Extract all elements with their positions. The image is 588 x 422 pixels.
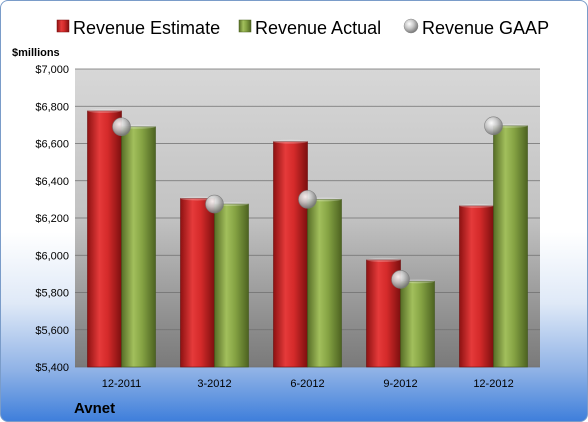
bar-revenue-actual — [307, 199, 342, 368]
x-tick-label: 9-2012 — [383, 378, 417, 390]
y-tick-label: $7,000 — [35, 64, 69, 76]
gaap-marker — [298, 190, 317, 209]
y-tick-label: $5,800 — [35, 288, 69, 300]
y-tick-label: $5,600 — [35, 325, 69, 337]
legend-label-estimate: Revenue Estimate — [73, 18, 220, 38]
x-axis: 12-2011 3-2012 6-2012 9-2012 12-2012 — [102, 378, 514, 390]
x-tick-label: 12-2011 — [102, 378, 142, 390]
y-tick-label: $6,600 — [35, 139, 69, 151]
bar-top-highlight — [87, 108, 122, 113]
bar-revenue-actual — [493, 125, 528, 368]
legend-label-gaap: Revenue GAAP — [422, 18, 549, 38]
bar-revenue-estimate — [459, 205, 494, 368]
gaap-marker — [112, 117, 131, 137]
bar-top-highlight — [273, 139, 308, 144]
gaap-markers-layer — [112, 116, 503, 289]
x-tick-label: 12-2012 — [473, 378, 513, 390]
gaap-marker — [205, 194, 224, 214]
legend-swatch-actual — [238, 19, 252, 33]
y-tick-label: $6,000 — [35, 250, 69, 262]
legend-label-actual: Revenue Actual — [255, 18, 381, 38]
unit-label: $millions — [12, 47, 60, 59]
y-tick-label: $6,800 — [35, 101, 69, 113]
bar-revenue-estimate — [273, 141, 308, 368]
y-tick-label: $6,200 — [35, 213, 69, 225]
bar-revenue-actual — [214, 203, 249, 368]
gaap-marker — [484, 116, 503, 136]
y-tick-label: $6,400 — [35, 176, 69, 188]
bar-revenue-estimate — [180, 198, 215, 368]
x-tick-label: 3-2012 — [197, 378, 231, 390]
bar-top-highlight — [459, 203, 494, 208]
legend-swatch-gaap — [403, 18, 419, 34]
y-axis: $5,400 $5,600 $5,800 $6,000 $6,200 $6,400 $6,6… — [35, 64, 69, 374]
x-tick-label: 6-2012 — [290, 378, 324, 390]
bar-revenue-actual — [121, 126, 156, 368]
bar-revenue-actual — [400, 281, 435, 368]
bar-revenue-estimate — [87, 110, 122, 368]
legend-swatch-estimate — [56, 19, 70, 33]
y-tick-label: $5,400 — [35, 362, 69, 374]
bar-top-highlight — [180, 196, 215, 201]
company-name: Avnet — [74, 400, 115, 417]
legend: Revenue Estimate Revenue Actual Revenue … — [56, 18, 549, 38]
gaap-marker — [391, 270, 410, 289]
bar-top-highlight — [366, 257, 401, 262]
